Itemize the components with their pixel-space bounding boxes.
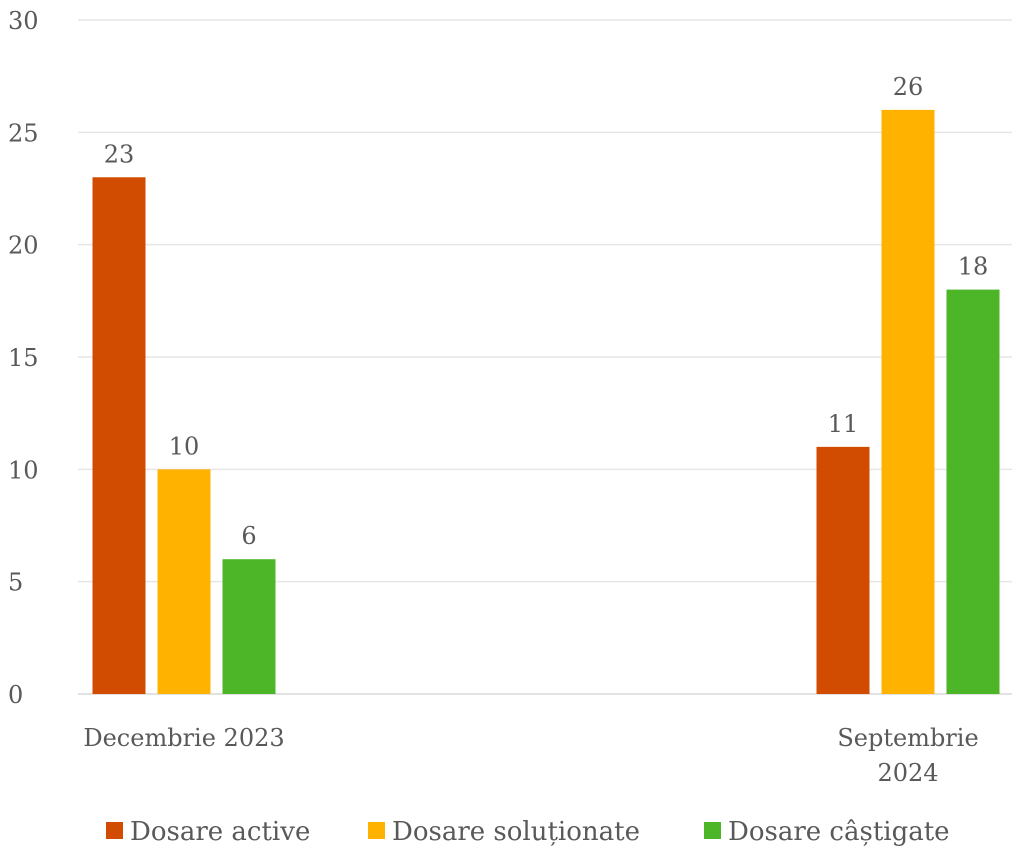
bar xyxy=(881,109,935,694)
bar xyxy=(946,289,1000,694)
legend-label: Dosare soluționate xyxy=(392,817,640,847)
y-tick-label: 10 xyxy=(8,456,39,484)
data-labels: 23 11 10 26 6 18 xyxy=(104,73,989,550)
y-tick-label: 0 xyxy=(8,681,23,709)
y-tick-label: 30 xyxy=(8,7,39,35)
bars xyxy=(92,109,1000,694)
legend: Dosare active Dosare soluționate Dosare câ… xyxy=(106,817,950,847)
legend-swatch xyxy=(106,822,123,839)
legend-swatch xyxy=(704,822,721,839)
data-label: 18 xyxy=(958,253,989,281)
data-label: 11 xyxy=(828,410,859,438)
y-tick-label: 5 xyxy=(8,569,23,597)
bar xyxy=(157,469,211,694)
x-axis-categories: Decembrie 2023 Septembrie 2024 xyxy=(83,724,978,787)
legend-swatch xyxy=(368,822,385,839)
data-label: 26 xyxy=(893,73,924,101)
y-tick-label: 15 xyxy=(8,344,39,372)
x-category-label: Septembrie xyxy=(837,724,978,752)
gridlines xyxy=(78,19,1012,695)
legend-label: Dosare active xyxy=(130,817,310,847)
bar xyxy=(816,446,870,694)
data-label: 10 xyxy=(169,432,200,460)
x-category-label: Decembrie 2023 xyxy=(83,724,284,752)
y-axis-ticks: 0 5 10 15 20 25 30 xyxy=(8,7,39,709)
bar xyxy=(92,177,146,694)
x-category-label: 2024 xyxy=(877,759,938,787)
data-label: 6 xyxy=(241,522,256,550)
legend-label: Dosare câștigate xyxy=(728,817,950,847)
bar xyxy=(222,559,276,694)
data-label: 23 xyxy=(104,140,135,168)
y-tick-label: 25 xyxy=(8,119,39,147)
y-tick-label: 20 xyxy=(8,232,39,260)
